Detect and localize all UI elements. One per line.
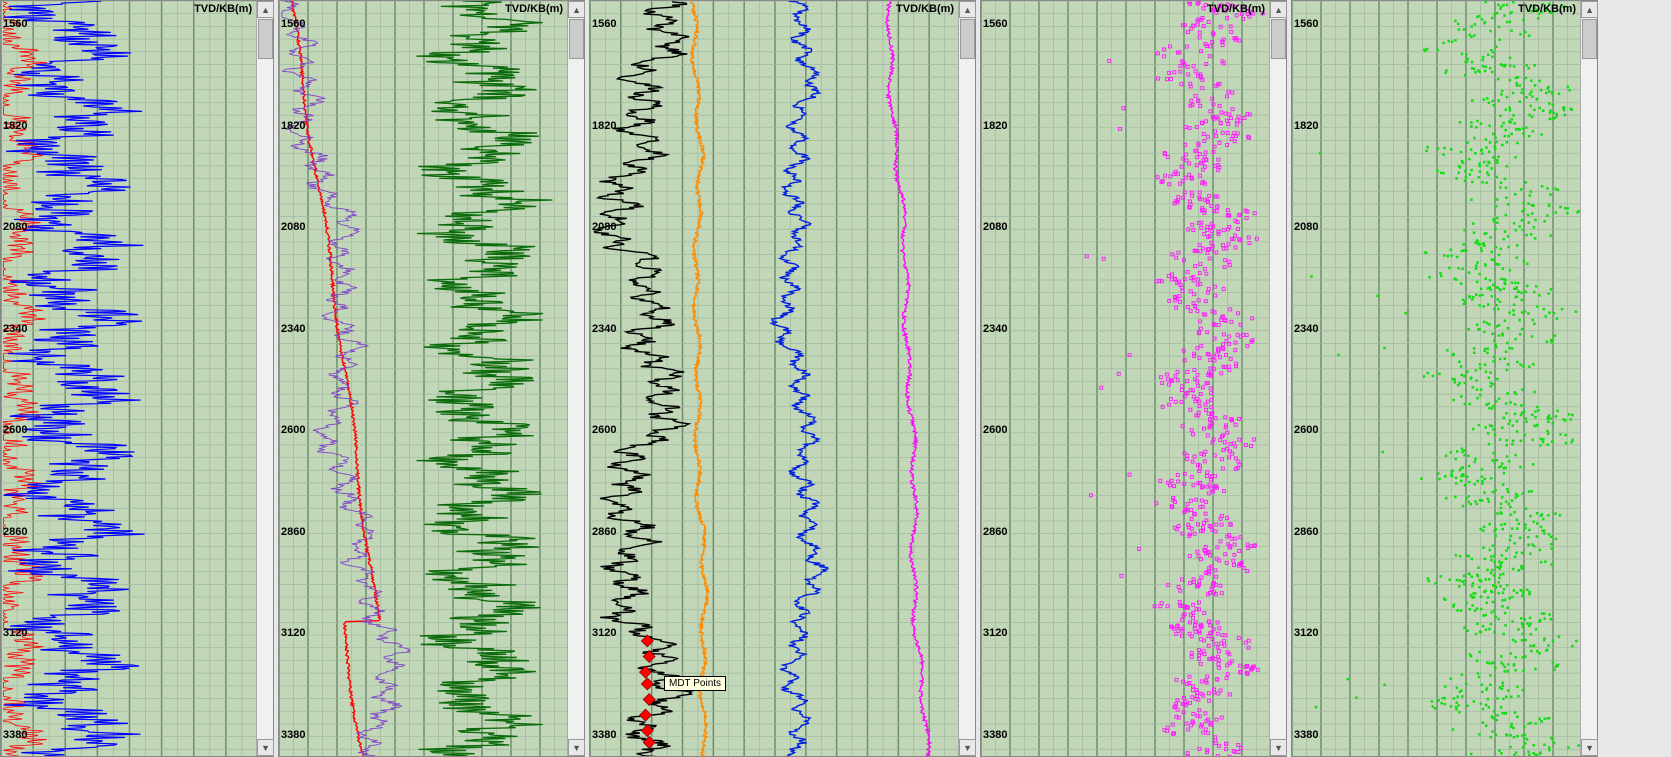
depth-tick: 3120 [1294, 627, 1318, 639]
log-track-track2: TVD/KB(m) 1560 1820 2080 2340 2600 2860 3120 338… [278, 0, 585, 757]
depth-tick: 1820 [983, 120, 1007, 132]
depth-tick: 1560 [3, 18, 27, 30]
depth-tick: 3120 [983, 627, 1007, 639]
depth-tick: 2860 [1294, 526, 1318, 538]
depth-tick: 2600 [3, 424, 27, 436]
scroll-thumb[interactable] [960, 19, 975, 59]
depth-tick: 2340 [983, 323, 1007, 335]
scroll-up-button[interactable]: ▲ [568, 1, 585, 18]
depth-tick: 3380 [983, 729, 1007, 741]
depth-tick: 2860 [983, 526, 1007, 538]
depth-tick: 2340 [281, 323, 305, 335]
vertical-scrollbar[interactable]: ▲▼ [1580, 1, 1597, 756]
depth-tick: 2340 [3, 323, 27, 335]
depth-axis-label: TVD/KB(m) [896, 3, 954, 15]
depth-axis-label: TVD/KB(m) [1518, 3, 1576, 15]
log-track-track3: TVD/KB(m) 1560 1820 2080 2340 2600 2860 3120 338… [589, 0, 976, 757]
depth-tick: 2340 [1294, 323, 1318, 335]
depth-tick: 2860 [592, 526, 616, 538]
vertical-scrollbar[interactable]: ▲▼ [567, 1, 584, 756]
log-track-track1: TVD/KB(m) 1560 1820 2080 2340 2600 2860 3120 338… [0, 0, 274, 757]
depth-tick: 2340 [592, 323, 616, 335]
depth-tick: 1820 [281, 120, 305, 132]
log-track-track4: TVD/KB(m) 1560 1820 2080 2340 2600 2860 3120 338… [980, 0, 1287, 757]
depth-tick: 3120 [592, 627, 616, 639]
scroll-thumb[interactable] [1582, 19, 1597, 59]
scroll-down-button[interactable]: ▼ [1581, 739, 1598, 756]
plot-area: TVD/KB(m) 1560 1820 2080 2340 2600 2860 3120 338… [981, 1, 1269, 756]
depth-tick: 1560 [592, 18, 616, 30]
tooltip-mdt-points: MDT Points [664, 676, 726, 691]
depth-tick: 3380 [592, 729, 616, 741]
plot-area: TVD/KB(m) 1560 1820 2080 2340 2600 2860 3120 338… [279, 1, 567, 756]
depth-tick: 3380 [281, 729, 305, 741]
depth-tick: 2080 [1294, 221, 1318, 233]
scroll-thumb[interactable] [258, 19, 273, 59]
depth-tick: 1820 [592, 120, 616, 132]
depth-tick: 2080 [983, 221, 1007, 233]
depth-tick: 2600 [592, 424, 616, 436]
scroll-down-button[interactable]: ▼ [1270, 739, 1287, 756]
log-track-track5: TVD/KB(m) 1560 1820 2080 2340 2600 2860 3120 338… [1291, 0, 1598, 757]
vertical-scrollbar[interactable]: ▲▼ [1269, 1, 1286, 756]
scroll-thumb[interactable] [569, 19, 584, 59]
plot-area: TVD/KB(m) 1560 1820 2080 2340 2600 2860 3120 338… [590, 1, 958, 756]
depth-axis-label: TVD/KB(m) [1207, 3, 1265, 15]
scroll-down-button[interactable]: ▼ [959, 739, 976, 756]
depth-tick: 2600 [281, 424, 305, 436]
depth-tick: 3120 [3, 627, 27, 639]
depth-tick: 2080 [3, 221, 27, 233]
vertical-scrollbar[interactable]: ▲▼ [958, 1, 975, 756]
depth-tick: 3380 [1294, 729, 1318, 741]
depth-tick: 2600 [1294, 424, 1318, 436]
scroll-up-button[interactable]: ▲ [1270, 1, 1287, 18]
depth-axis-label: TVD/KB(m) [194, 3, 252, 15]
depth-tick: 1560 [983, 18, 1007, 30]
depth-tick: 1560 [281, 18, 305, 30]
depth-tick: 2600 [983, 424, 1007, 436]
scroll-down-button[interactable]: ▼ [257, 739, 274, 756]
scroll-up-button[interactable]: ▲ [1581, 1, 1598, 18]
scroll-thumb[interactable] [1271, 19, 1286, 59]
depth-tick: 2080 [281, 221, 305, 233]
plot-area: TVD/KB(m) 1560 1820 2080 2340 2600 2860 3120 338… [1, 1, 256, 756]
depth-tick: 2860 [281, 526, 305, 538]
depth-tick: 1820 [1294, 120, 1318, 132]
plot-area: TVD/KB(m) 1560 1820 2080 2340 2600 2860 3120 338… [1292, 1, 1580, 756]
depth-tick: 2860 [3, 526, 27, 538]
depth-tick: 2080 [592, 221, 616, 233]
scroll-up-button[interactable]: ▲ [959, 1, 976, 18]
depth-axis-label: TVD/KB(m) [505, 3, 563, 15]
depth-tick: 1820 [3, 120, 27, 132]
depth-tick: 3380 [3, 729, 27, 741]
vertical-scrollbar[interactable]: ▲▼ [256, 1, 273, 756]
depth-tick: 1560 [1294, 18, 1318, 30]
scroll-down-button[interactable]: ▼ [568, 739, 585, 756]
scroll-up-button[interactable]: ▲ [257, 1, 274, 18]
depth-tick: 3120 [281, 627, 305, 639]
